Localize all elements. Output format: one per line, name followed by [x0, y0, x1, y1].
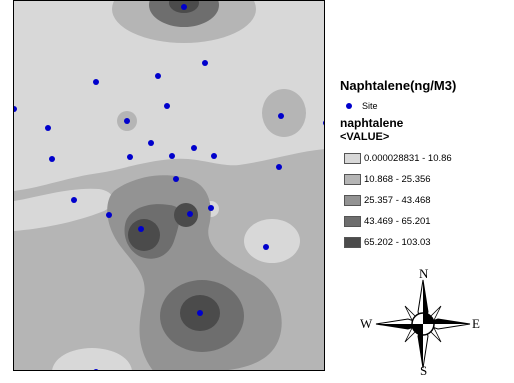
zone-class-1-bottom — [52, 348, 132, 370]
compass-north-label: N — [419, 266, 429, 281]
site-point — [45, 125, 51, 131]
site-marker-icon — [346, 103, 352, 109]
legend-swatch — [344, 174, 361, 185]
legend-class-row: 25.357 - 43.468 — [340, 190, 514, 211]
zone-class-5-b — [174, 203, 198, 227]
zone-class-1-left — [14, 188, 114, 231]
site-point — [202, 60, 208, 66]
zone-class-5-a — [128, 219, 160, 251]
compass-rose-icon — [375, 279, 471, 369]
site-point — [181, 4, 187, 10]
zone-class-4-top — [149, 1, 219, 27]
site-point — [191, 145, 197, 151]
site-point — [71, 197, 77, 203]
map-legend: Naphtalene(ng/M3) Site naphtalene <VALUE… — [340, 78, 514, 253]
site-point — [106, 212, 112, 218]
site-point — [187, 211, 193, 217]
site-point — [93, 79, 99, 85]
legend-swatch — [344, 216, 361, 227]
legend-value-label: <VALUE> — [340, 131, 390, 143]
legend-title: Naphtalene(ng/M3) — [340, 78, 457, 93]
legend-class-row: 43.469 - 65.201 — [340, 211, 514, 232]
legend-swatch — [344, 195, 361, 206]
legend-class-label: 10.868 - 25.356 — [364, 174, 431, 185]
site-point — [263, 244, 269, 250]
compass-west-label: W — [360, 316, 373, 331]
legend-class-row: 0.000028831 - 10.86 — [340, 148, 514, 169]
site-point — [276, 164, 282, 170]
site-points — [14, 4, 324, 370]
interpolation-map — [13, 0, 325, 371]
compass-south-label: S — [420, 363, 428, 378]
legend-swatch — [344, 153, 361, 164]
legend-class-row: 10.868 - 25.356 — [340, 169, 514, 190]
site-point — [49, 156, 55, 162]
compass-east-label: E — [472, 316, 480, 331]
zone-class-2-right — [262, 89, 306, 137]
legend-class-label: 25.357 - 43.468 — [364, 195, 431, 206]
site-point — [164, 103, 170, 109]
site-point — [208, 205, 214, 211]
legend-swatch — [344, 237, 361, 248]
legend-site-label: Site — [362, 101, 378, 111]
site-point — [127, 154, 133, 160]
site-point — [138, 226, 144, 232]
legend-layer-name: naphtalene — [340, 116, 404, 130]
legend-class-label: 0.000028831 - 10.86 — [364, 153, 452, 164]
legend-site-row: Site — [346, 101, 514, 111]
legend-class-list: 0.000028831 - 10.86 10.868 - 25.356 25.3… — [340, 148, 514, 253]
legend-class-row: 65.202 - 103.03 — [340, 232, 514, 253]
site-point — [323, 120, 324, 126]
site-point — [148, 140, 154, 146]
site-point — [155, 73, 161, 79]
map-canvas — [14, 1, 324, 370]
site-point — [278, 113, 284, 119]
site-point — [197, 310, 203, 316]
site-point — [211, 153, 217, 159]
legend-class-label: 65.202 - 103.03 — [364, 237, 431, 248]
site-point — [124, 118, 130, 124]
north-arrow-compass: N S E W — [358, 266, 488, 378]
site-point — [93, 369, 99, 370]
site-point — [14, 106, 17, 112]
site-point — [169, 153, 175, 159]
zone-class-1-right — [244, 219, 300, 263]
site-point — [173, 176, 179, 182]
legend-class-label: 43.469 - 65.201 — [364, 216, 431, 227]
